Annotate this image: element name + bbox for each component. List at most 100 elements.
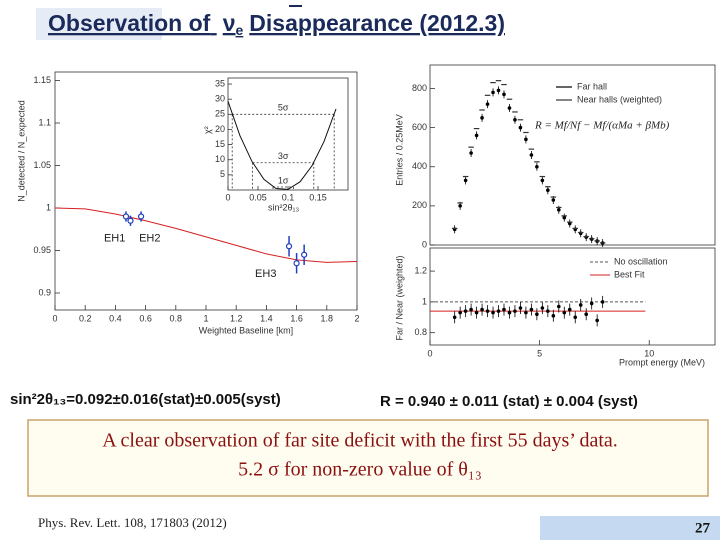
data-point: [584, 312, 589, 317]
ratio-frame: [429, 247, 716, 346]
y-axis-label: Far / Near (weighted): [394, 255, 404, 340]
data-point: [600, 300, 605, 304]
x-tick-label: 1.8: [321, 313, 334, 323]
data-point: [551, 313, 556, 318]
data-point: [546, 188, 550, 193]
data-point: [293, 260, 300, 267]
data-point: [562, 215, 567, 220]
data-point: [137, 213, 145, 220]
legend-label: Best Fit: [614, 269, 645, 279]
data-point: [474, 133, 479, 138]
x-tick-label: 2: [354, 313, 359, 323]
data-point: [546, 309, 550, 313]
title-text: Observation of: [48, 10, 211, 36]
x-tick-label: 1.2: [230, 313, 243, 323]
x-tick-label: 5: [537, 348, 542, 358]
left-result: sin²2θ₁₃=0.092±0.016(stat)±0.005(syst): [10, 391, 281, 408]
x-tick-label: 0.4: [109, 313, 122, 323]
data-point: [556, 304, 561, 309]
y-axis-label: χ²: [202, 126, 212, 134]
point-label: EH2: [139, 232, 160, 244]
y-axis-label: N_detected / N_expected: [16, 100, 26, 202]
x-tick-label: 10: [644, 348, 654, 358]
data-point: [567, 307, 572, 312]
data-point: [524, 310, 528, 315]
y-tick-label: 1.05: [33, 160, 51, 170]
data-point: [529, 307, 534, 312]
x-tick-label: 0.1: [282, 192, 295, 202]
data-point: [469, 151, 473, 155]
data-point: [540, 178, 545, 183]
y-tick-label: 0.9: [38, 287, 51, 297]
title: Observation of νe Disappearance (2012.3): [48, 10, 505, 38]
data-point: [463, 309, 468, 313]
title-nu: ν: [223, 10, 236, 36]
sigma-label: 1σ: [278, 175, 289, 185]
data-point: [518, 125, 523, 130]
x-axis-label: Prompt energy (MeV): [619, 357, 705, 367]
y-tick-label: 0.95: [33, 245, 51, 255]
x-axis-label: sin²2θ₁₃: [268, 202, 300, 212]
y-tick-label: 1.2: [414, 265, 427, 275]
data-point: [513, 309, 517, 313]
x-tick-label: 0: [427, 348, 432, 358]
data-point: [474, 310, 479, 315]
reference: Phys. Rev. Lett. 108, 171803 (2012): [38, 515, 227, 530]
data-point: [491, 90, 495, 95]
fit-curve: [54, 207, 358, 263]
page-number: 27: [695, 520, 711, 536]
y-axis-label: Entries / 0.25MeV: [394, 114, 404, 186]
data-point: [496, 309, 501, 313]
x-tick-label: 0.6: [139, 313, 152, 323]
data-point: [535, 312, 539, 317]
y-tick-label: 1.1: [38, 117, 51, 127]
y-tick-label: 1: [422, 296, 427, 306]
data-point: [540, 306, 545, 310]
y-tick-label: 30: [215, 94, 225, 104]
point-label: EH1: [104, 232, 125, 244]
data-point: [502, 92, 506, 97]
data-point: [513, 117, 517, 122]
title-sub: e: [236, 22, 244, 38]
x-axis-label: Weighted Baseline [km]: [199, 325, 293, 335]
x-tick-label: 0.2: [79, 313, 92, 323]
right-result: R = 0.940 ± 0.011 (stat) ± 0.004 (syst): [380, 393, 638, 410]
data-point: [127, 217, 134, 224]
x-tick-label: 0.8: [170, 313, 183, 323]
data-point: [524, 137, 528, 142]
page-number-box: [540, 516, 720, 540]
y-tick-label: 10: [215, 154, 225, 164]
legend-label: No oscillation: [614, 256, 668, 266]
data-point: [518, 306, 523, 310]
y-tick-label: 1.15: [33, 75, 51, 85]
data-point: [480, 116, 484, 120]
data-point: [573, 315, 578, 320]
y-tick-label: 35: [215, 78, 225, 88]
conclusion-line: A clear observation of far site deficit …: [102, 430, 618, 452]
y-tick-label: 800: [412, 83, 427, 93]
data-point: [529, 153, 534, 157]
y-tick-label: 25: [215, 109, 225, 119]
data-point: [507, 310, 512, 315]
legend-label: Far hall: [577, 81, 607, 91]
title-text: Disappearance (2012.3): [249, 10, 505, 36]
point-label: EH3: [255, 268, 276, 280]
data-point: [458, 204, 462, 208]
data-point: [562, 310, 567, 315]
conclusion-line: 5.2 σ for non-zero value of θ₁₃: [238, 459, 482, 481]
x-tick-label: 1: [203, 313, 208, 323]
data-point: [507, 106, 512, 110]
x-tick-label: 0.05: [249, 192, 267, 202]
y-tick-label: 1: [46, 202, 51, 212]
data-point: [452, 315, 457, 320]
formula: R = Mf/Nf − Mf/(αMa + βMb): [534, 120, 670, 132]
x-tick-label: 1.6: [290, 313, 303, 323]
data-point: [502, 307, 506, 312]
x-tick-label: 0: [225, 192, 230, 202]
data-point: [589, 301, 594, 306]
data-point: [285, 243, 293, 250]
data-point: [496, 88, 501, 93]
data-point: [578, 303, 583, 307]
